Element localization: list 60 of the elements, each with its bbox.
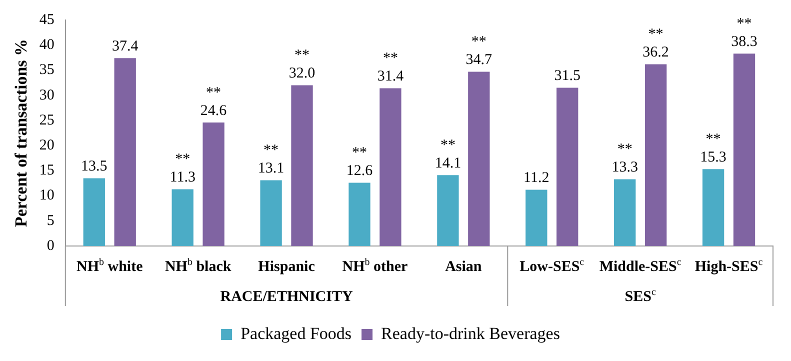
bar <box>702 169 724 246</box>
y-tick-label: 30 <box>39 87 54 104</box>
bar <box>614 179 636 246</box>
y-tick-label: 15 <box>39 162 54 179</box>
y-tick-label: 35 <box>39 62 54 78</box>
y-tick-label: 40 <box>39 37 54 54</box>
bar <box>468 72 490 246</box>
data-label: 15.3 <box>700 150 726 166</box>
data-label: 31.4 <box>377 68 404 85</box>
bar <box>348 182 370 246</box>
bar <box>291 85 313 246</box>
y-axis-title: Percent of transactions % <box>12 38 31 228</box>
x-tick-label: Hispanic <box>258 259 316 275</box>
y-tick-label: 10 <box>39 188 54 204</box>
data-label: 13.1 <box>258 160 284 177</box>
annotation: ** <box>294 48 310 64</box>
bar <box>172 189 194 246</box>
y-tick-label: 25 <box>39 112 54 128</box>
legend-label: Ready-to-drink Beverages <box>381 324 560 343</box>
data-label: 36.2 <box>642 44 669 61</box>
annotation: ** <box>706 132 721 148</box>
data-label: 24.6 <box>200 102 228 119</box>
y-tick-label: 5 <box>46 212 54 229</box>
annotation: ** <box>264 142 279 159</box>
annotation: ** <box>617 142 632 158</box>
data-label: 34.7 <box>466 52 493 68</box>
data-label: 13.5 <box>81 158 108 175</box>
annotation: ** <box>382 50 398 67</box>
data-label: 12.6 <box>346 163 374 180</box>
data-label: 14.1 <box>434 156 462 172</box>
bar <box>733 54 756 246</box>
annotation: ** <box>206 84 222 101</box>
y-tick-label: 20 <box>39 137 54 154</box>
legend-label: Packaged Foods <box>240 324 352 343</box>
data-label: 31.5 <box>554 68 580 84</box>
annotation: ** <box>352 145 367 162</box>
bar <box>83 178 105 246</box>
bar <box>556 88 578 246</box>
annotation: ** <box>736 16 752 32</box>
x-tick-label: Asian <box>445 259 482 275</box>
bar <box>644 64 667 246</box>
data-label: 38.3 <box>731 34 758 50</box>
data-label: 11.3 <box>170 170 196 186</box>
text: RACE/ETHNICITY <box>220 289 353 305</box>
bar <box>526 190 548 246</box>
data-label: 32.0 <box>288 66 316 82</box>
y-tick-label: 0 <box>46 238 54 254</box>
bar <box>114 58 136 246</box>
data-label: 37.4 <box>112 38 139 55</box>
data-label: 13.3 <box>612 160 638 176</box>
annotation: ** <box>440 138 456 154</box>
bar <box>437 175 459 246</box>
bar <box>202 122 224 246</box>
bar <box>380 88 402 246</box>
bar <box>260 180 282 246</box>
annotation: ** <box>175 152 190 168</box>
annotation: ** <box>648 26 664 43</box>
annotation: ** <box>471 34 486 50</box>
y-tick-label: 45 <box>39 12 54 28</box>
data-label: 11.2 <box>524 170 550 186</box>
